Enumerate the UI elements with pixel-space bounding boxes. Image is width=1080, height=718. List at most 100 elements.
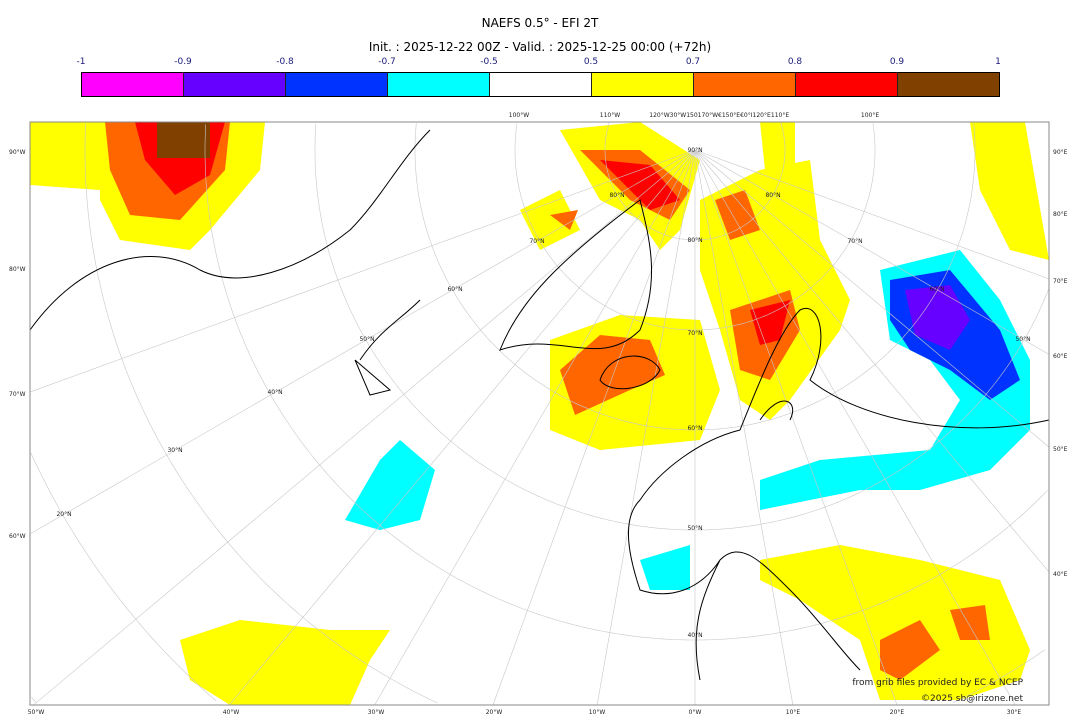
map-label: 20°N [56,511,71,518]
map-label: 110°W [600,112,620,119]
map-label: 40°W [223,709,240,716]
efi-area [640,545,690,590]
map-label: 80°E [1053,211,1068,218]
meridian [30,149,696,534]
map-label: 100°E [861,112,879,119]
colorbar-swatch [388,73,490,96]
colorbar-swatch [592,73,694,96]
map-label: 80°W [9,266,26,273]
efi-area [30,122,100,190]
map-label: 60°W [9,533,26,540]
map-label: 90°N [687,147,702,154]
efi-area [970,122,1049,260]
efi-area [750,300,790,345]
colorbar-tick: 0.8 [787,57,803,67]
efi-area [760,122,795,170]
map-label: 80°N [609,192,624,199]
map-label: 30°W [368,709,385,716]
colorbar-swatch [490,73,592,96]
map-label: 50°N [1015,336,1030,343]
map-label: 0°W [689,709,702,716]
map-label: 20°E [890,709,905,716]
map-label: 70°N [847,238,862,245]
map-label: 100°W [509,112,529,119]
map-label: 90°W [9,149,26,156]
meridian [30,149,696,393]
efi-area [760,545,1030,700]
map-label: 90°E [1053,149,1068,156]
coastlines [29,129,1050,681]
meridian [33,149,696,705]
chart-title: NAEFS 0.5° - EFI 2T [481,16,599,30]
colorbar-tick: -0.7 [378,57,396,67]
colorbar-tick: 0.5 [583,57,599,67]
map-label: 80°N [687,237,702,244]
map-label: 60°N [687,425,702,432]
parallel [31,696,37,703]
meridian [694,149,794,705]
map-label: 10°W [589,709,606,716]
efi-area [880,620,940,680]
map-label: 80°N [765,192,780,199]
map-label: 40°N [687,632,702,639]
graticule [30,122,1050,705]
efi-fields [30,122,1049,705]
meridian [694,149,898,705]
map-label: 70°W [9,391,26,398]
efi-area [550,210,578,230]
colorbar-tick: -1 [76,57,86,67]
parallel [204,124,1048,641]
map-label: 50°E [1053,446,1068,453]
parallel [604,122,786,241]
efi-area [180,620,390,705]
parallel [30,452,217,702]
efi-area [520,190,580,250]
meridian [694,149,1050,448]
efi-area [600,160,680,210]
colorbar-tick: 0.9 [889,57,905,67]
map-label: 60°E [1053,353,1068,360]
map-label: 60°N [929,286,944,293]
map-label: 30°N [167,447,182,454]
colorbar-swatch [898,73,999,96]
colorbar-swatch [796,73,898,96]
efi-area [345,440,435,530]
colorbar-swatch [82,73,184,96]
colorbar-tick: 0.7 [685,57,701,67]
map-label: 70°N [687,330,702,337]
map-label: 60°N [447,286,462,293]
parallel [314,123,1049,531]
meridian [694,149,1049,355]
map-label: 30°E [1007,709,1022,716]
parallel [514,123,876,331]
map-frame [29,121,1050,706]
map-label: 50°N [687,525,702,532]
efi-area [715,190,760,240]
chart-subtitle: Init. : 2025-12-22 00Z - Valid. : 2025-1… [368,40,712,54]
meridian [492,149,696,705]
colorbar-tick: 1 [995,57,1001,67]
colorbar-tick: -0.8 [276,57,294,67]
colorbar-tick: -0.5 [480,57,498,67]
meridian [374,149,696,705]
map-label: 70°N [529,238,544,245]
meridian [694,149,1049,279]
map-label: 50°W [28,709,45,716]
colorbar-tick: -0.9 [174,57,192,67]
efi-area [560,335,665,415]
colorbar-swatch [286,73,388,96]
meridian [694,149,1049,572]
efi-area [950,605,990,640]
copyright: ©2025 sb@irizone.net [921,694,1023,704]
map-label: 120°W30°W150170°W€150°E€0°I120°E [649,112,771,119]
efi-area [905,285,970,350]
colorbar [81,72,1000,97]
map-label: 50°N [359,336,374,343]
source-credit: from grib files provided by EC & NCEP [852,678,1023,688]
colorbar-swatch [184,73,286,96]
meridian [229,149,696,705]
map-label: 70°E [1053,278,1068,285]
meridian [596,149,696,705]
map-label: 40°N [267,389,282,396]
